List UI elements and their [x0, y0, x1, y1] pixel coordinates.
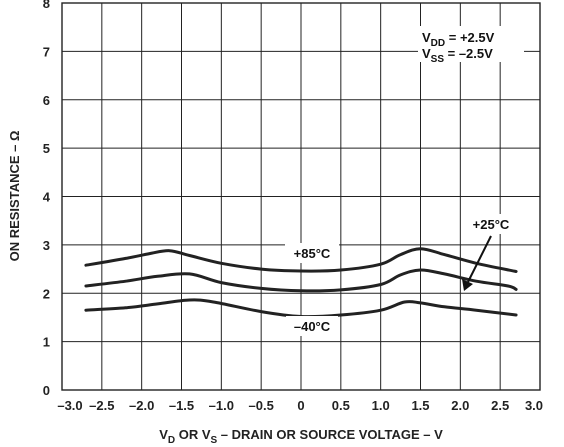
series-line-25c	[84, 268, 518, 293]
x-tick-label: –1.0	[209, 398, 234, 413]
label-85-bg	[285, 243, 339, 263]
x-tick-label: 1.0	[372, 398, 390, 413]
y-tick-label: 1	[43, 335, 50, 350]
y-tick-label: 5	[43, 141, 50, 156]
x-tick-label: –3.0	[57, 398, 82, 413]
series-line-85c	[84, 247, 518, 273]
x-tick-label: 3.0	[525, 398, 543, 413]
y-axis-label: ON RESISTANCE – Ω	[7, 131, 22, 262]
label-25-bg	[464, 214, 518, 234]
label-25-arrowhead	[462, 279, 473, 291]
vss-annotation: VSS = –2.5V	[422, 46, 493, 65]
y-tick-label: 4	[43, 190, 51, 205]
x-tick-label: 0	[297, 398, 304, 413]
y-tick-label: 2	[43, 286, 50, 301]
y-tick-label: 8	[43, 0, 50, 11]
vdd-annotation: VDD = +2.5V	[422, 30, 495, 49]
y-tick-label: 0	[43, 383, 50, 398]
series-label-85c: +85°C	[294, 246, 331, 261]
x-tick-label: –2.5	[89, 398, 114, 413]
x-tick-label: –2.0	[129, 398, 154, 413]
x-tick-labels: –3.0 –2.5 –2.0 –1.5 –1.0 –0.5 0 0.5 1.0 1.5 2.0 2.5…	[57, 398, 543, 413]
y-tick-label: 3	[43, 238, 50, 253]
x-tick-label: 0.5	[332, 398, 350, 413]
x-tick-label: –1.5	[169, 398, 194, 413]
y-tick-label: 7	[43, 44, 50, 59]
series-label-25c: +25°C	[473, 217, 510, 232]
plot-frame	[61, 2, 541, 391]
x-axis-label: VD OR VS – DRAIN OR SOURCE VOLTAGE – V	[159, 427, 443, 446]
y-tick-label: 6	[43, 93, 50, 108]
label-25-leader-line	[467, 235, 492, 283]
supply-annotation-bg	[418, 26, 524, 62]
x-tick-label: –0.5	[249, 398, 274, 413]
x-tick-label: 1.5	[411, 398, 429, 413]
x-tick-label: 2.0	[451, 398, 469, 413]
label-m40-bg	[286, 316, 338, 336]
series-label-m40c: –40°C	[294, 319, 331, 334]
x-tick-label: 2.5	[491, 398, 509, 413]
y-tick-labels: 0 1 2 3 4 5 6 7 8	[43, 0, 51, 398]
